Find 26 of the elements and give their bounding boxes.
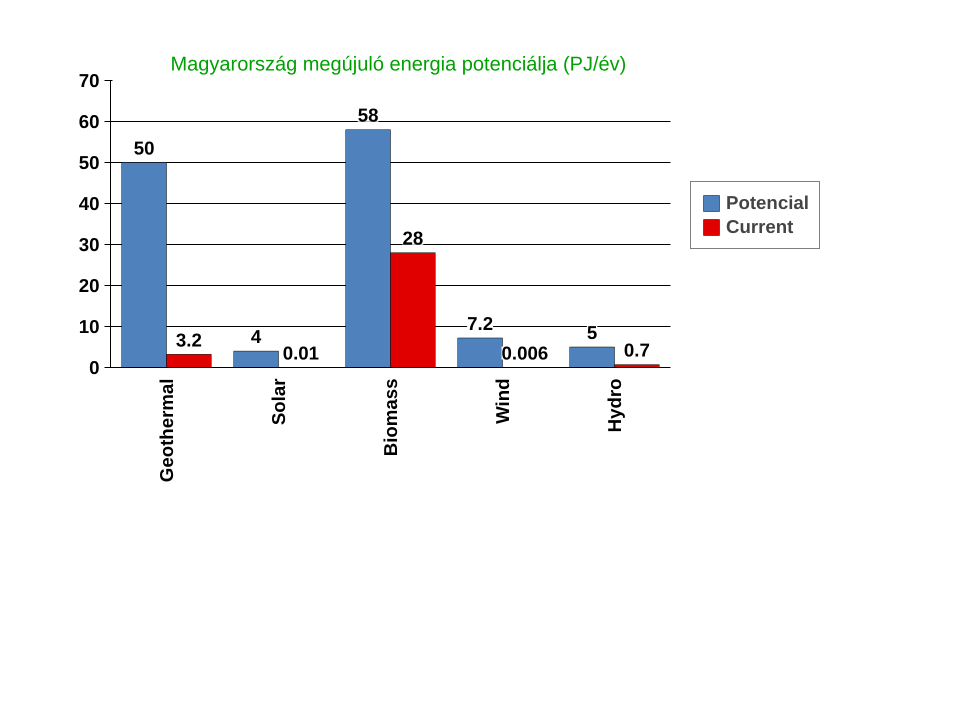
chart-title: Magyarország megújuló energia potenciálja (PJ/év) [170,54,626,76]
data-label: 5 [586,322,598,343]
data-label: 7.2 [467,312,494,334]
data-label: 28 [402,228,424,249]
y-tick-label: 60 [78,111,100,132]
legend-label: Current [726,216,794,238]
data-label: 50 [134,138,154,158]
y-tick-label: 70 [78,70,100,91]
x-tick-label: Geothermal [156,378,177,482]
data-label: 58 [358,104,378,126]
y-tick-label: 40 [78,193,100,214]
x-tick-label: Biomass [380,378,401,456]
y-tick-label: 30 [78,234,100,255]
data-label: 3.2 [176,329,202,350]
y-tick-label: 50 [78,152,100,173]
x-tick-label: Solar [268,378,289,426]
data-label: 0.01 [282,342,320,364]
data-label: 0.006 [502,342,548,364]
y-tick-label: 10 [78,316,100,337]
data-label: 0.7 [624,340,650,361]
y-tick-label: 0 [89,357,100,378]
legend-label: Potencial [726,192,809,214]
x-tick-label: Hydro [604,378,625,432]
x-tick-label: Wind [492,378,513,424]
y-tick-label: 20 [78,275,100,296]
data-label: 4 [250,326,262,348]
